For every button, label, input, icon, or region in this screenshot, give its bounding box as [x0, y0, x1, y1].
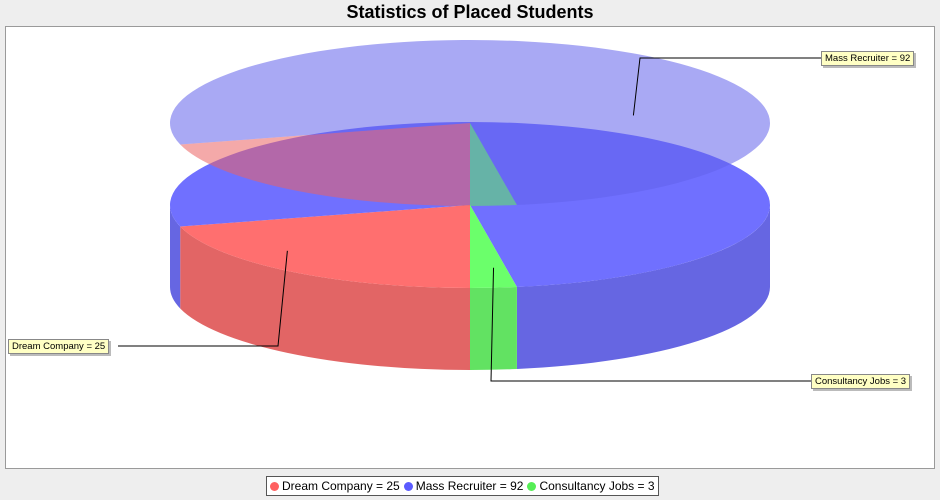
pie-chart: [118, 39, 821, 382]
leader-line-consultancy-jobs: [490, 267, 811, 382]
lid-consultancy-jobs: [470, 123, 517, 207]
legend: Dream Company = 25 Mass Recruiter = 92 C…: [266, 476, 659, 496]
legend-item-mass-recruiter: Mass Recruiter = 92: [403, 479, 524, 493]
wall-mass-recruiter: [170, 205, 181, 309]
leader-line-dream-company: [118, 250, 288, 347]
legend-swatch-consultancy-jobs: [527, 481, 537, 491]
label-dream-company: Dream Company = 25: [8, 339, 110, 354]
lid-dream-company: [180, 123, 470, 206]
legend-label-dream-company: Dream Company = 25: [282, 479, 400, 493]
legend-label-consultancy-jobs: Consultancy Jobs = 3: [539, 479, 655, 493]
wall-mass-recruiter-1: [516, 205, 770, 369]
chart-title: Statistics of Placed Students: [346, 2, 594, 22]
legend-item-consultancy-jobs: Consultancy Jobs = 3: [527, 479, 655, 493]
leader-line-mass-recruiter: [632, 57, 821, 116]
legend-label-mass-recruiter: Mass Recruiter = 92: [415, 479, 524, 493]
slice-dream-company: [180, 205, 470, 288]
label-consultancy-jobs: Consultancy Jobs = 3: [811, 374, 911, 389]
slice-consultancy-jobs: [470, 205, 517, 288]
label-mass-recruiter: Mass Recruiter = 92: [821, 51, 915, 66]
legend-swatch-mass-recruiter: [403, 481, 413, 491]
lid-mass-recruiter: [170, 39, 770, 205]
wall-consultancy-jobs: [470, 286, 517, 370]
wall-dream-company: [180, 226, 470, 370]
legend-swatch-dream-company: [270, 481, 279, 491]
legend-item-dream-company: Dream Company = 25: [270, 479, 400, 493]
